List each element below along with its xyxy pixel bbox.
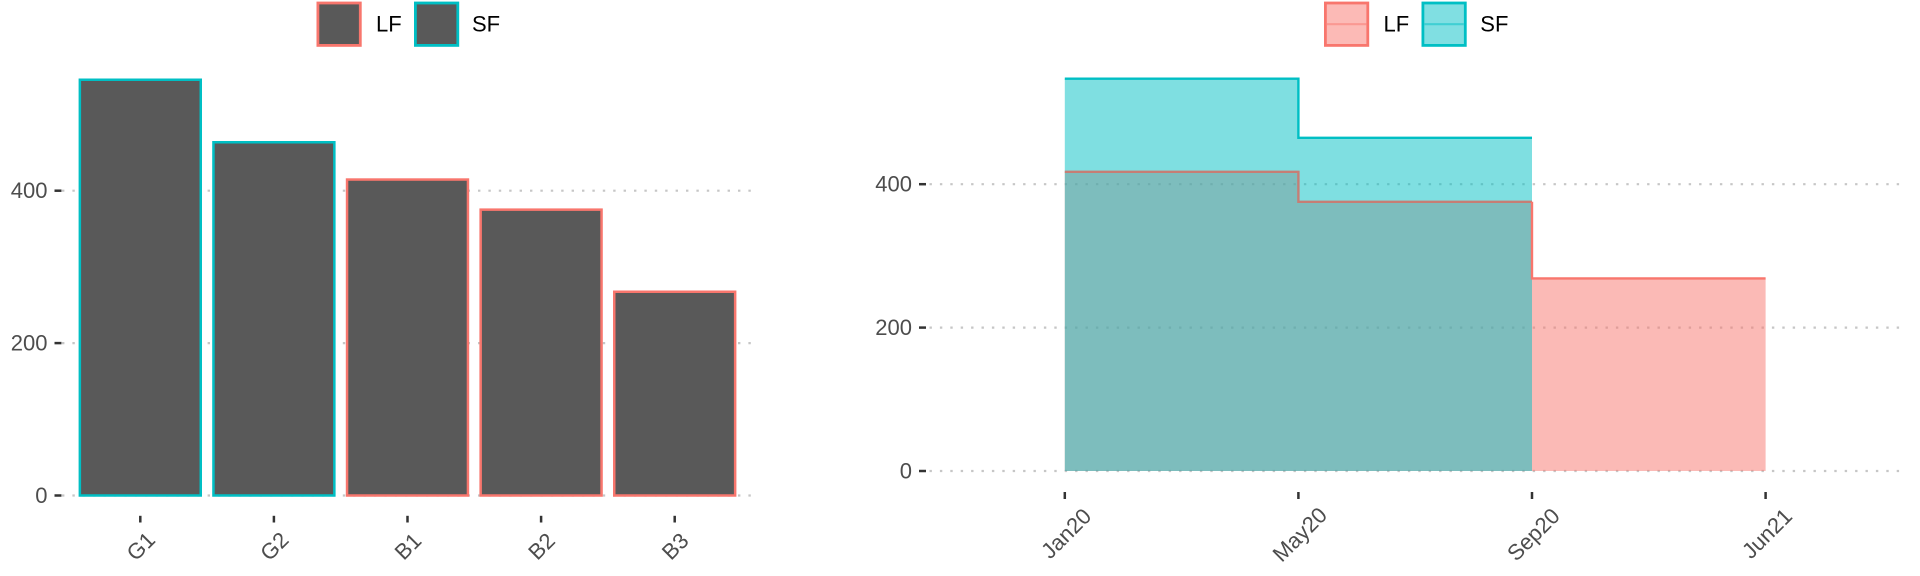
svg-text:400: 400 [11,178,48,203]
svg-text:200: 200 [875,315,912,340]
svg-text:SF: SF [1480,12,1508,37]
svg-text:LF: LF [376,12,402,37]
svg-text:SF: SF [472,12,500,37]
svg-text:0: 0 [35,483,47,508]
svg-text:LF: LF [1384,12,1410,37]
svg-text:0: 0 [900,459,912,484]
svg-text:200: 200 [11,331,48,356]
svg-text:400: 400 [875,172,912,197]
